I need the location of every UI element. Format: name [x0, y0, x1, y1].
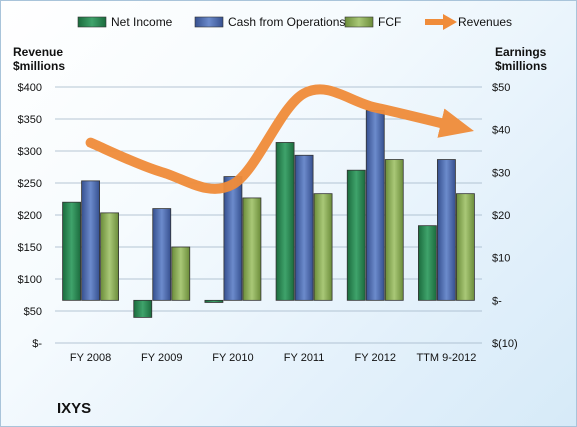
net-income-bar [204, 299, 224, 303]
right-tick-label: $- [492, 295, 502, 307]
net-income-bar [418, 225, 437, 301]
cash-from-operations-bar [437, 159, 456, 301]
x-tick-label: FY 2008 [70, 352, 111, 364]
revenues-line-group [85, 84, 474, 194]
cash-from-operations-legend-swatch [194, 16, 224, 28]
cash-from-operations-bar [294, 154, 314, 301]
grid-lines [55, 86, 482, 344]
right-tick-label: $40 [492, 125, 510, 137]
fcf-bar [313, 193, 333, 301]
net-income-bar [275, 142, 295, 301]
fcf-bar [100, 212, 119, 301]
cash-from-operations-bar [365, 110, 385, 301]
x-tick-label: FY 2010 [212, 352, 253, 364]
right-axis-title-line2: $millions [495, 59, 548, 73]
x-tick-label: FY 2009 [141, 352, 182, 364]
cash-from-operations-bar [152, 208, 172, 301]
fcf-bar [456, 193, 475, 301]
left-axis-title: Revenue $millions [13, 45, 65, 73]
cash-from-operations-legend-label: Cash from Operations [228, 15, 345, 29]
net-income-bar [62, 201, 81, 301]
net-income-legend-swatch [77, 16, 107, 28]
left-axis-title-line2: $millions [13, 59, 66, 73]
fcf-legend-swatch [344, 16, 374, 28]
left-tick-label: $300 [18, 146, 42, 158]
x-tick-label: FY 2011 [284, 352, 325, 364]
company-label: IXYS [57, 400, 92, 417]
fcf-bar [384, 159, 404, 301]
revenues-line [85, 84, 474, 194]
cash-from-operations-bar [81, 180, 100, 301]
left-tick-label: $- [32, 338, 42, 350]
x-tick-label: FY 2012 [355, 352, 396, 364]
tick-labels: $- $50 $100 $150 $200 $250 $300 $350 $400 $(10) $-… [18, 82, 518, 364]
right-axis-title-line1: Earnings [495, 45, 547, 59]
left-axis-title-line1: Revenue [13, 45, 64, 59]
fcf-bar [242, 197, 262, 301]
right-tick-label: $(10) [492, 338, 518, 350]
net-income-legend-label: Net Income [111, 15, 173, 29]
left-tick-label: $50 [24, 306, 42, 318]
left-tick-label: $250 [18, 178, 42, 190]
left-tick-label: $400 [18, 82, 42, 94]
revenues-legend-arrow [443, 14, 457, 30]
bar-series [62, 110, 475, 318]
net-income-bar [133, 299, 153, 318]
fcf-bar [171, 246, 191, 301]
left-tick-label: $350 [18, 114, 42, 126]
right-tick-label: $10 [492, 253, 510, 265]
left-tick-label: $200 [18, 210, 42, 222]
left-tick-label: $100 [18, 274, 42, 286]
fcf-legend-label: FCF [378, 15, 401, 29]
left-tick-label: $150 [18, 242, 42, 254]
right-tick-label: $30 [492, 167, 510, 179]
revenues-legend-label: Revenues [458, 15, 512, 29]
cash-from-operations-bar [223, 176, 243, 301]
right-tick-label: $20 [492, 210, 510, 222]
x-tick-label: TTM 9-2012 [416, 352, 476, 364]
right-tick-label: $50 [492, 82, 510, 94]
legend: Net Income Cash from Operations FCF Revenue… [77, 14, 512, 30]
right-axis-title: Earnings $millions [495, 45, 547, 73]
net-income-bar [346, 169, 366, 301]
